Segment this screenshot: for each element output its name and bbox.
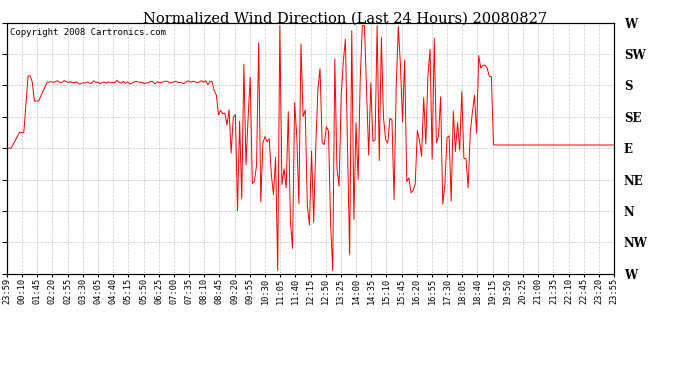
Text: Normalized Wind Direction (Last 24 Hours) 20080827: Normalized Wind Direction (Last 24 Hours… bbox=[143, 11, 547, 25]
Text: Copyright 2008 Cartronics.com: Copyright 2008 Cartronics.com bbox=[10, 27, 166, 36]
